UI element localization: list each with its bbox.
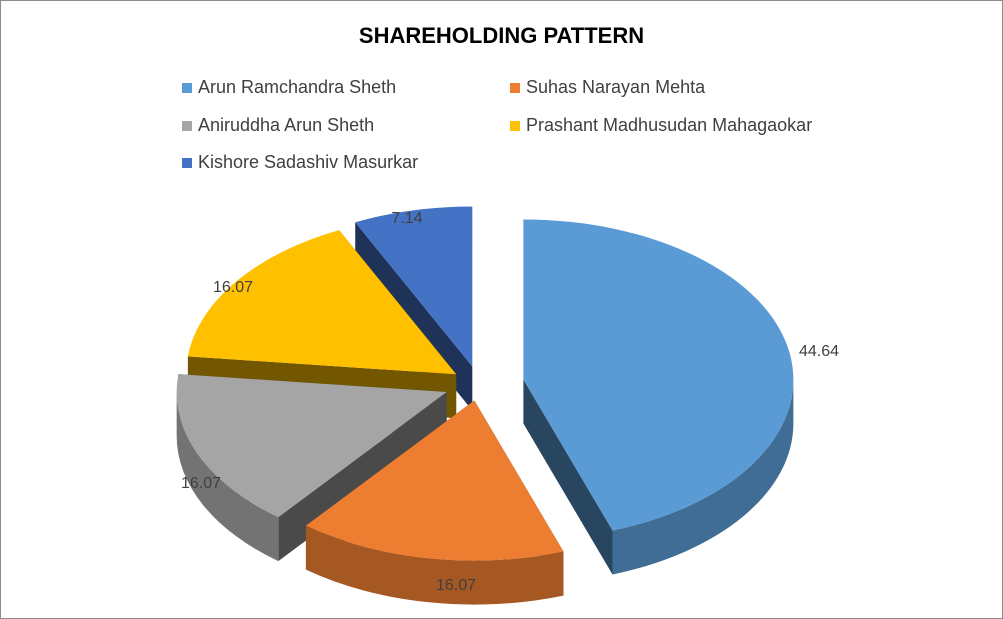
data-label-3: 16.07	[213, 279, 253, 296]
data-label-2: 16.07	[181, 475, 221, 492]
legend-label: Kishore Sadashiv Masurkar	[198, 152, 419, 172]
legend-item-prashant: Prashant Madhusudan Mahagaokar	[510, 115, 812, 136]
slice-side-0	[523, 379, 794, 575]
legend-label: Prashant Madhusudan Mahagaokar	[526, 115, 813, 135]
legend-label: Arun Ramchandra Sheth	[198, 77, 397, 97]
legend-swatch	[182, 157, 192, 168]
legend-swatch	[182, 120, 192, 131]
data-label-0: 44.64	[799, 343, 839, 360]
slice-rim	[176, 392, 279, 562]
slice-tops	[176, 206, 794, 561]
slice-rim	[612, 379, 794, 575]
legend-item-suhas: Suhas Narayan Mehta	[510, 77, 705, 98]
legend-item-arun: Arun Ramchandra Sheth	[182, 77, 396, 98]
legend-item-aniruddha: Aniruddha Arun Sheth	[182, 115, 374, 136]
slice-3	[187, 230, 457, 375]
slice-1	[305, 400, 564, 561]
slice-4	[355, 206, 473, 367]
legend-swatch	[510, 120, 520, 131]
data-label-1: 16.07	[436, 577, 476, 594]
legend-item-kishore: Kishore Sadashiv Masurkar	[182, 152, 418, 173]
slice-0	[523, 219, 794, 531]
slice-rim	[305, 525, 564, 605]
slice-2	[176, 374, 447, 518]
chart-title: SHAREHOLDING PATTERN	[358, 23, 645, 48]
legend-label: Aniruddha Arun Sheth	[198, 115, 375, 135]
legend-label: Suhas Narayan Mehta	[526, 77, 706, 97]
slice-wall	[523, 379, 613, 575]
data-label-4: 7.14	[391, 210, 422, 227]
legend-swatch	[182, 82, 192, 93]
legend-swatch	[510, 82, 520, 93]
